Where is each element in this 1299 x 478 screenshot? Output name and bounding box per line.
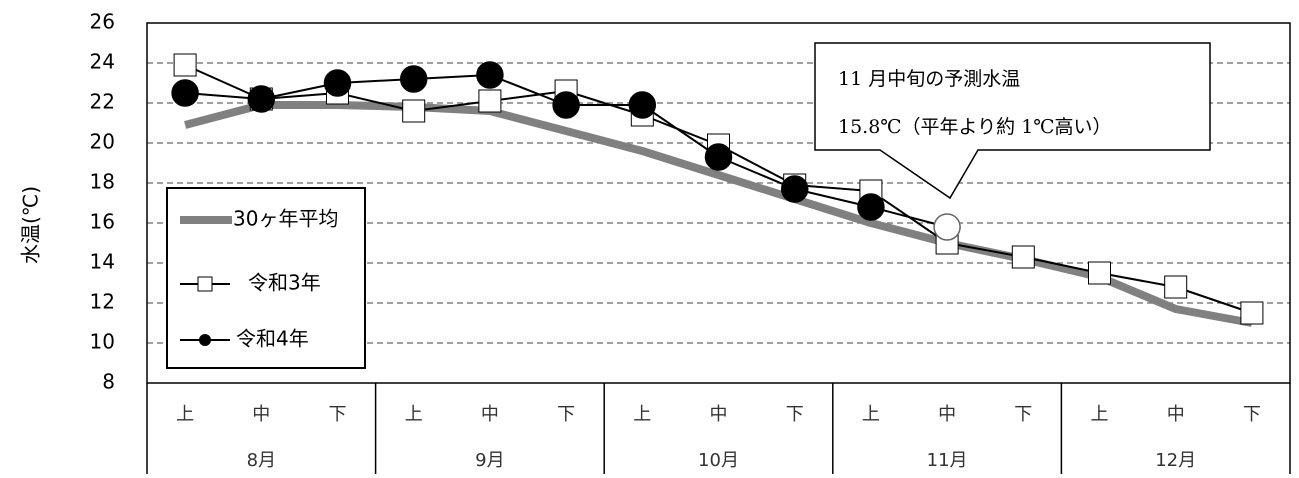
group-label: 12月 <box>1155 450 1196 471</box>
legend-label: 令和4年 <box>236 327 309 351</box>
marker <box>402 99 426 123</box>
group-label: 9月 <box>475 450 504 471</box>
legend-swatch <box>199 334 211 346</box>
x-tick-label: 下 <box>786 404 804 425</box>
marker <box>173 53 197 77</box>
legend-label: 令和3年 <box>248 271 321 295</box>
x-tick-label: 中 <box>481 404 499 425</box>
legend-label: 30ヶ年平均 <box>233 207 338 231</box>
y-tick-label: 14 <box>90 250 115 274</box>
marker <box>933 213 961 241</box>
y-tick-label: 18 <box>90 170 115 194</box>
x-tick-label: 中 <box>938 404 956 425</box>
marker <box>399 65 428 93</box>
marker <box>857 193 885 221</box>
annotation: 15.8℃（平年より約 1℃高い） <box>838 116 1112 138</box>
x-tick-label: 下 <box>1014 404 1032 425</box>
group-label: 8月 <box>247 450 276 471</box>
annotation: 11 月中旬の予測水温 <box>838 68 1020 90</box>
x-tick-label: 下 <box>329 404 347 425</box>
marker <box>704 143 733 171</box>
x-tick-label: 上 <box>405 404 423 425</box>
marker <box>323 69 352 97</box>
y-tick-label: 10 <box>90 330 115 354</box>
x-tick-label: 上 <box>862 404 880 425</box>
x-tick-label: 上 <box>633 404 651 425</box>
x-tick-label: 中 <box>710 404 728 425</box>
y-tick-label: 16 <box>90 210 115 234</box>
marker <box>1011 245 1035 269</box>
marker <box>1088 261 1111 285</box>
group-label: 10月 <box>698 450 739 471</box>
x-tick-label: 下 <box>1243 404 1261 425</box>
marker <box>171 79 199 107</box>
marker <box>552 91 580 119</box>
y-tick-label: 26 <box>90 10 115 34</box>
marker <box>1164 275 1188 299</box>
marker <box>1240 301 1264 325</box>
y-tick-label: 22 <box>90 90 115 114</box>
marker <box>247 85 276 113</box>
y-tick-label: 8 <box>102 370 115 394</box>
y-tick-label: 24 <box>90 50 115 74</box>
series-line <box>184 101 1253 327</box>
legend-swatch <box>197 276 213 292</box>
x-tick-label: 下 <box>557 404 575 425</box>
x-tick-label: 上 <box>1091 404 1109 425</box>
y-tick-label: 20 <box>90 130 115 154</box>
marker <box>780 175 809 203</box>
callout <box>814 42 1211 200</box>
plot-frame <box>146 22 1291 384</box>
x-tick-label: 中 <box>252 404 270 425</box>
group-label: 11月 <box>927 450 968 471</box>
marker <box>478 89 502 113</box>
y-tick-label: 12 <box>90 290 115 314</box>
marker <box>628 91 657 119</box>
y-axis-label: 水温(℃) <box>19 186 43 264</box>
x-tick-label: 中 <box>1167 404 1185 425</box>
x-tick-label: 上 <box>176 404 194 425</box>
marker <box>476 61 504 89</box>
